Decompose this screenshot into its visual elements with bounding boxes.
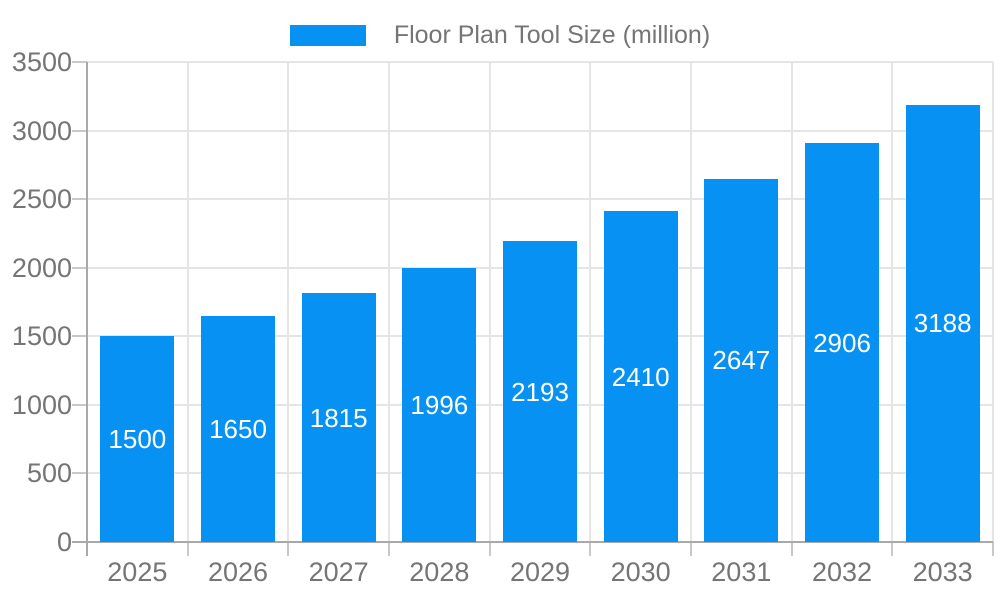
y-tick-label: 1000	[11, 389, 72, 420]
x-tick-label: 2033	[912, 557, 973, 587]
x-tick-label: 2032	[811, 557, 873, 587]
gridline-vertical	[891, 62, 894, 542]
y-tick-label: 3000	[11, 115, 72, 146]
bar-value-label: 1815	[309, 402, 368, 433]
y-axis-tick	[72, 61, 87, 63]
gridline-vertical	[186, 62, 189, 542]
x-axis-tick	[690, 542, 692, 556]
bar-2028[interactable]	[402, 268, 477, 542]
y-axis-tick	[72, 198, 87, 201]
gridline-vertical	[287, 62, 290, 542]
y-axis-tick	[72, 335, 87, 338]
y-tick-label: 3500	[11, 47, 72, 77]
y-tick-label: 2500	[11, 184, 72, 215]
x-axis-tick	[388, 542, 390, 556]
bar-value-label: 1500	[108, 424, 167, 455]
y-axis-line	[86, 62, 88, 556]
x-axis-tick	[589, 542, 592, 556]
gridline-vertical	[790, 62, 793, 542]
bar-2025[interactable]	[100, 336, 175, 542]
y-axis-tick	[72, 266, 87, 269]
x-axis-line	[72, 541, 993, 543]
bar-2030[interactable]	[603, 211, 678, 542]
bar-2032[interactable]	[805, 143, 879, 542]
x-axis-tick	[186, 542, 189, 556]
gridline-horizontal	[87, 129, 993, 132]
x-tick-label: 2028	[409, 557, 470, 587]
x-axis-tick	[992, 542, 994, 556]
bar-value-label: 2193	[511, 376, 569, 407]
bar-value-label: 1996	[410, 390, 469, 421]
y-axis-tick	[72, 403, 87, 406]
x-tick-label: 2029	[509, 557, 571, 587]
x-tick-label: 2031	[711, 557, 772, 587]
x-tick-label: 2027	[308, 557, 369, 587]
bar-2029[interactable]	[503, 241, 577, 542]
gridline-vertical	[388, 62, 390, 542]
gridline-horizontal	[87, 61, 993, 63]
bar-value-label: 3188	[913, 308, 972, 339]
bar-2026[interactable]	[201, 315, 275, 542]
gridline-vertical	[690, 62, 692, 542]
gridline-vertical	[589, 62, 592, 542]
y-tick-label: 500	[26, 458, 72, 489]
bar-value-label: 2410	[611, 361, 670, 392]
x-tick-label: 2025	[107, 557, 168, 587]
bar-2027[interactable]	[301, 293, 376, 542]
bar-2033[interactable]	[905, 104, 980, 542]
plot-area: 1500 1650 1815 1996 2193 2410 2647 2906 3188	[72, 61, 994, 556]
x-tick-label: 2026	[207, 557, 269, 587]
legend-swatch	[289, 24, 366, 46]
y-tick-label: 2000	[11, 252, 72, 283]
bar-value-label: 2647	[712, 345, 771, 376]
legend-label: Floor Plan Tool Size (million)	[393, 20, 711, 49]
bar-value-label: 2906	[813, 327, 871, 358]
gridline-vertical	[992, 62, 994, 542]
x-tick-label: 2030	[610, 557, 671, 587]
y-axis-tick	[72, 129, 87, 132]
x-axis-tick	[891, 542, 894, 556]
y-tick-label: 0	[56, 527, 72, 557]
x-axis-tick	[790, 542, 793, 556]
legend: Floor Plan Tool Size (million)	[0, 18, 1000, 52]
y-tick-label: 1500	[11, 321, 72, 352]
bar-2031[interactable]	[704, 178, 779, 542]
x-axis-tick	[287, 542, 290, 556]
gridline-horizontal	[87, 198, 993, 201]
gridline-vertical	[488, 62, 491, 542]
bar-value-label: 1650	[209, 413, 267, 444]
x-axis-tick	[488, 542, 491, 556]
y-axis-tick	[72, 472, 87, 475]
